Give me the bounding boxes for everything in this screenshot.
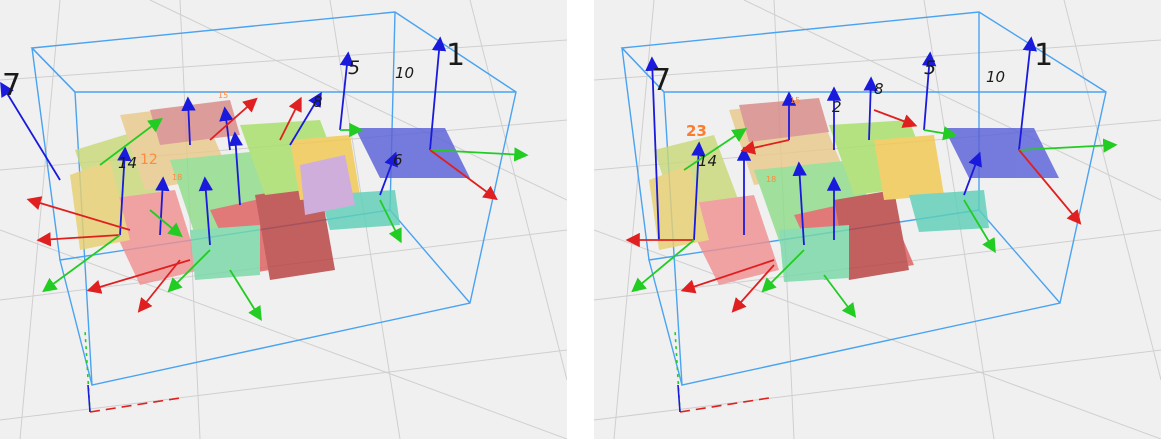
plane-label-15: 15 [218,91,228,100]
plane-label-14: 14 [698,152,717,170]
plane-patch [874,135,944,200]
plane-patch [834,190,909,280]
plane-patch [355,128,470,178]
axis-triads [625,36,1118,318]
plane-label-1: 1 [1034,38,1053,73]
plane-label-1: 1 [446,38,465,73]
plane-label-7: 7 [2,68,21,103]
origin-axes [674,329,770,413]
plane-patch [739,98,829,142]
plane-label-5: 5 [348,57,360,79]
plane-patch [779,225,849,282]
plane-label-8: 8 [874,80,884,98]
plane-patch [679,195,779,285]
plane-patch [190,225,260,280]
origin-axes [84,329,181,413]
plane-label-6: 6 [393,151,403,169]
axis-triads [0,36,529,322]
plane-patch [944,128,1059,178]
plane-label-5: 5 [924,57,936,79]
viewport-right[interactable]: 1 5 10 7 8 23 15 14 18 2 [594,0,1161,439]
scene-left: 1 5 10 7 8 15 14 12 18 6 [0,0,567,439]
plane-label-12: 12 [140,152,158,168]
plane-patch [70,160,130,250]
plane-label-23: 23 [686,122,707,140]
plane-patches [649,98,1059,285]
scene-right: 1 5 10 7 8 23 15 14 18 2 [594,0,1161,439]
plane-label-18: 18 [172,173,182,182]
plane-label-18: 18 [766,175,776,184]
plane-label-10: 10 [395,64,414,82]
plane-label-14: 14 [118,154,137,172]
plane-label-2: 2 [832,98,842,116]
plane-label-8: 8 [313,93,323,111]
plane-patch [100,190,200,285]
plane-label-7: 7 [652,63,671,98]
plane-patches [70,100,470,285]
viewport-left[interactable]: 1 5 10 7 8 15 14 12 18 6 [0,0,567,439]
plane-patch [300,155,355,215]
panel-divider [567,0,594,439]
plane-label-15: 15 [790,96,800,105]
plane-label-10: 10 [986,68,1005,86]
plane-patch [909,190,989,232]
